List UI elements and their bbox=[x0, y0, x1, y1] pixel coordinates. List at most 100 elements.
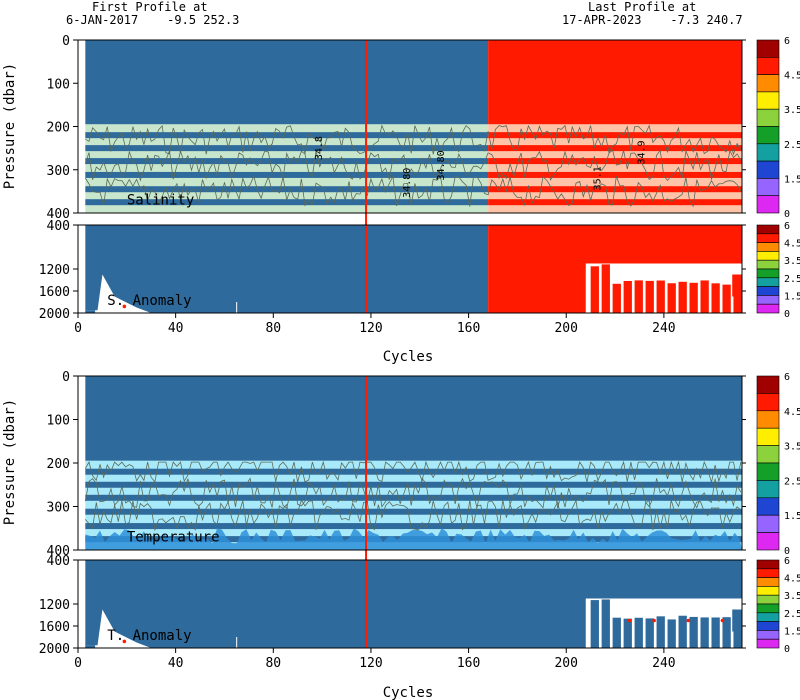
x-tick-label: 200 bbox=[554, 656, 577, 671]
colorbar-tick-label: 1.5 bbox=[784, 511, 800, 522]
stripe bbox=[85, 145, 489, 152]
stripe bbox=[85, 158, 489, 165]
colorbar-swatch bbox=[756, 251, 780, 261]
profile-column bbox=[601, 599, 610, 648]
x-tick-label: 160 bbox=[457, 321, 480, 336]
panel-label: Salinity bbox=[127, 192, 194, 208]
flag-marker bbox=[720, 618, 725, 623]
contour-line bbox=[84, 174, 742, 208]
colorbar-swatch bbox=[756, 514, 780, 533]
y-tick-label: 2000 bbox=[39, 307, 70, 322]
colorbar-tick-label: 6 bbox=[784, 221, 790, 232]
profile-column bbox=[645, 280, 654, 313]
colorbar-swatch bbox=[756, 126, 780, 145]
flag-marker bbox=[122, 639, 127, 644]
y-tick-label: 400 bbox=[47, 554, 70, 569]
x-tick-label: 240 bbox=[652, 321, 675, 336]
panel-1: 34.8 34.80 34.80 34.9 35.1 0 100 200 300 400 Salin… bbox=[47, 34, 746, 243]
colorbar-swatch bbox=[756, 295, 780, 305]
profile-column bbox=[732, 274, 742, 297]
stripe bbox=[488, 145, 742, 152]
contour-line bbox=[85, 124, 742, 156]
profile-column bbox=[623, 618, 632, 648]
colorbar-swatch bbox=[756, 532, 780, 551]
panel-label: S. Anomaly bbox=[107, 293, 191, 309]
colorbar-tick-label: 0 bbox=[784, 309, 790, 320]
flag-marker bbox=[652, 618, 656, 623]
profile-column bbox=[634, 617, 643, 648]
profile-column bbox=[623, 280, 632, 313]
x-tick-label: 0 bbox=[74, 321, 82, 336]
profile-column bbox=[711, 617, 720, 648]
qc-region-1 bbox=[85, 40, 489, 125]
profile-column bbox=[733, 619, 742, 648]
panel-2: 400 1200 1600 2000 0 40 80 120 160 200 240 S. Anoma… bbox=[39, 219, 746, 336]
colorbar-swatch bbox=[756, 445, 780, 464]
stripe bbox=[85, 481, 742, 488]
contour-label: 34.8 bbox=[314, 136, 325, 160]
y-tick-label: 1600 bbox=[39, 285, 70, 300]
x-tick-label: 120 bbox=[359, 321, 382, 336]
profile-column bbox=[678, 615, 687, 648]
profile-column bbox=[711, 283, 720, 313]
colorbar-tick-label: 6 bbox=[784, 372, 790, 383]
y-tick-label: 1200 bbox=[39, 263, 70, 278]
early-data bbox=[85, 645, 96, 648]
colorbar-swatch bbox=[756, 233, 780, 243]
profile-column bbox=[733, 285, 742, 313]
colorbar-tick-label: 1.5 bbox=[784, 291, 800, 302]
header: First Profile at 6-JAN-2017 -9.5 252.3 L… bbox=[66, 0, 743, 27]
colorbar-swatch bbox=[756, 621, 780, 631]
colorbar-tick-label: 4.5 bbox=[784, 574, 800, 585]
upper-x-axis-label: Cycles bbox=[383, 349, 434, 365]
panel-label: Temperature bbox=[127, 529, 220, 545]
contour-line bbox=[84, 149, 742, 182]
colorbar-3: 6 4.5 3.5 2.5 1.5 0 bbox=[756, 372, 800, 557]
y-tick-label: 100 bbox=[47, 77, 70, 92]
colorbar-swatch bbox=[756, 568, 780, 578]
colorbar-swatch bbox=[756, 195, 780, 214]
colorbar-swatch bbox=[756, 242, 780, 252]
y-tick-label: 300 bbox=[47, 164, 70, 179]
qc-region-1 bbox=[85, 376, 742, 461]
colorbar-swatch bbox=[756, 559, 780, 570]
colorbar-swatch bbox=[756, 74, 780, 93]
profile-column bbox=[700, 280, 709, 313]
colorbar-swatch bbox=[756, 143, 780, 162]
x-tick-label: 40 bbox=[168, 656, 184, 671]
colorbar-swatch bbox=[756, 375, 780, 394]
colorbar-tick-label: 3.5 bbox=[784, 591, 800, 602]
colorbar-swatch bbox=[756, 480, 780, 499]
qc-region-2 bbox=[488, 40, 742, 125]
contour-line bbox=[84, 499, 742, 532]
colorbar-tick-label: 0 bbox=[784, 644, 790, 655]
x-tick-label: 40 bbox=[168, 321, 184, 336]
qc-region-1 bbox=[85, 225, 489, 313]
x-tick-label: 80 bbox=[265, 656, 281, 671]
colorbar-swatch bbox=[756, 56, 780, 75]
panels: 34.834.8034.8034.935.10100200300400Salin… bbox=[39, 34, 746, 671]
colorbar-tick-label: 6 bbox=[784, 556, 790, 567]
missing-data-notch bbox=[85, 609, 152, 648]
colorbar-1: 6 4.5 3.5 2.5 1.5 0 bbox=[756, 36, 800, 220]
profile-column bbox=[634, 280, 643, 313]
profile-column bbox=[722, 284, 731, 313]
y-tick-label: 200 bbox=[47, 457, 70, 472]
colorbar-tick-label: 2.5 bbox=[784, 476, 800, 487]
early-data bbox=[85, 310, 96, 313]
flag-marker bbox=[686, 618, 691, 623]
contour-line bbox=[84, 460, 742, 483]
y-tick-label: 400 bbox=[47, 544, 70, 559]
y-tick-label: 1600 bbox=[39, 620, 70, 635]
profile-column bbox=[656, 616, 665, 648]
last-profile-label: Last Profile at bbox=[588, 0, 696, 14]
first-profile-label: First Profile at bbox=[92, 0, 208, 14]
y-tick-label: 200 bbox=[47, 121, 70, 136]
colorbar-tick-label: 3.5 bbox=[784, 256, 800, 267]
colorbar-tick-label: 1.5 bbox=[784, 174, 800, 185]
stripe bbox=[488, 186, 742, 193]
y-tick-label: 0 bbox=[62, 370, 70, 385]
colorbar-tick-label: 4.5 bbox=[784, 71, 800, 82]
colorbar-swatch bbox=[756, 286, 780, 296]
